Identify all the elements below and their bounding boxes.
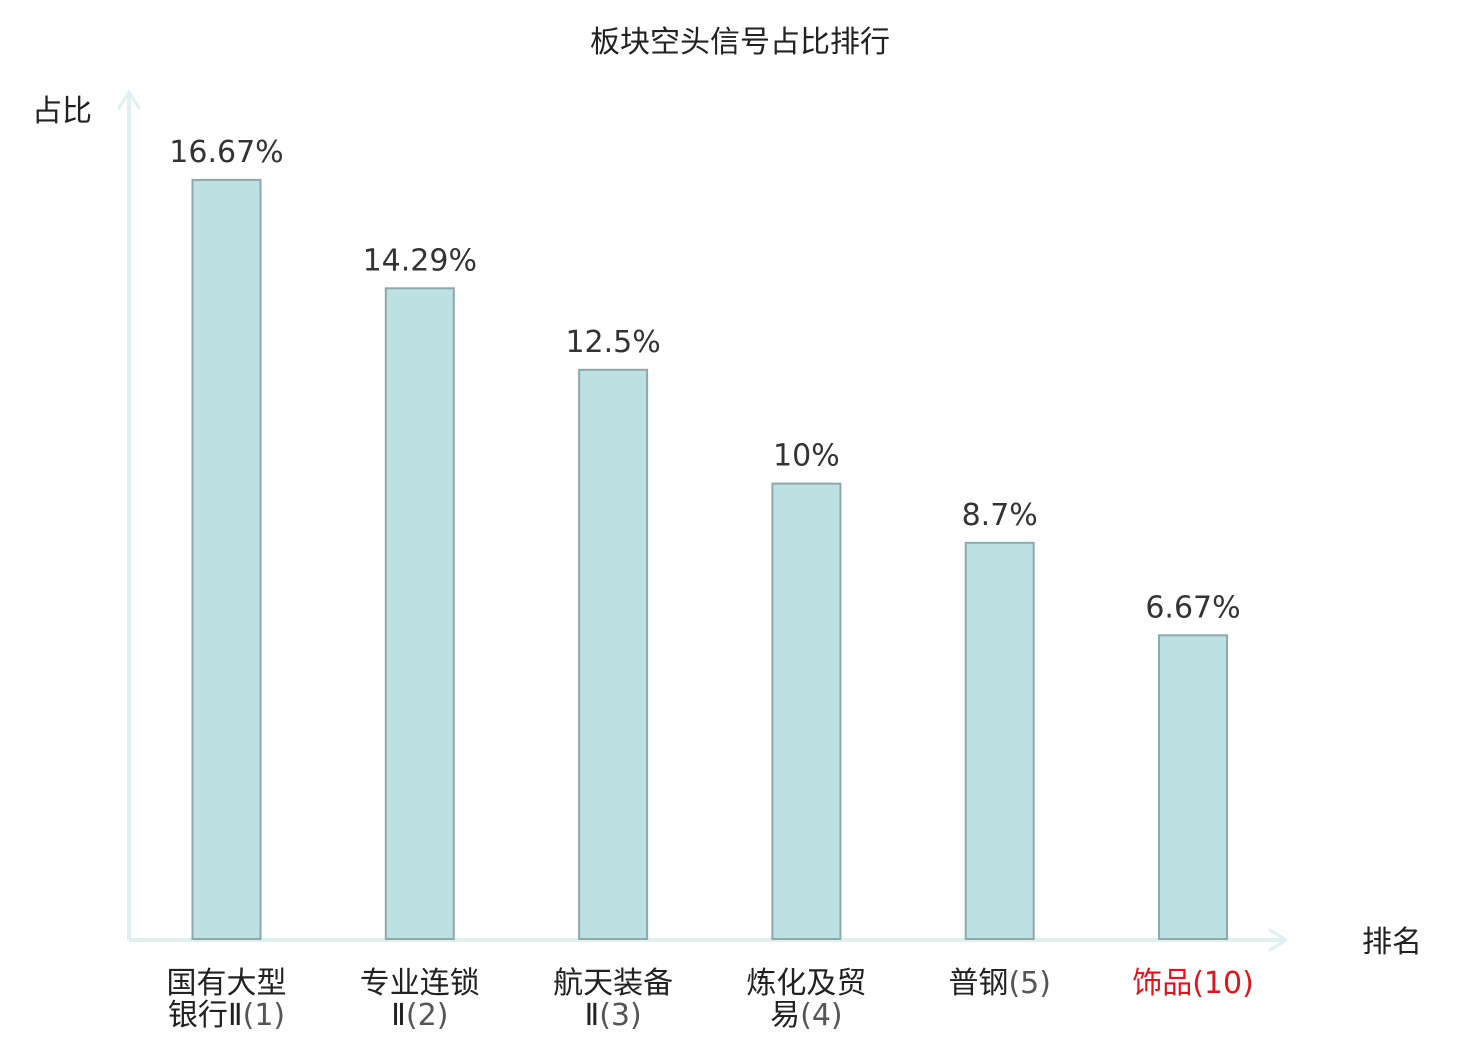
category-name: 易 <box>770 998 800 1033</box>
category-name: 银行Ⅱ <box>168 998 243 1033</box>
value-label-2: 14.29% <box>363 243 477 278</box>
value-label-4: 10% <box>773 439 840 474</box>
value-labels-layer: 16.67% 14.29% 12.5% 10% 8.7% 6.67% <box>169 135 1240 625</box>
category-name: 普钢 <box>948 966 1008 1001</box>
category-label-1-line-2: 银行Ⅱ(1) <box>168 998 285 1033</box>
category-rank: (3) <box>599 998 642 1033</box>
bar-2 <box>384 287 455 940</box>
value-label-5: 8.7% <box>962 498 1038 533</box>
category-label-4-line-1: 炼化及贸 <box>746 966 866 1001</box>
value-label-1: 16.67% <box>169 135 283 170</box>
category-label-5-line-1: 普钢(5) <box>948 966 1050 1001</box>
category-label-1-line-1: 国有大型 <box>167 966 287 1001</box>
x-axis-label: 排名 <box>1362 925 1422 960</box>
value-label-6: 6.67% <box>1145 590 1240 625</box>
category-label-4-line-2: 易(4) <box>770 998 843 1033</box>
category-rank: (4) <box>800 998 843 1033</box>
category-name: 国有大型 <box>167 966 287 1001</box>
category-name: 专业连锁 <box>360 966 480 1001</box>
category-label-2-line-1: 专业连锁 <box>360 966 480 1001</box>
bar-1 <box>191 178 262 940</box>
category-name: 炼化及贸 <box>746 966 866 1001</box>
bar-6 <box>1158 634 1228 940</box>
category-label-3-line-2: Ⅱ(3) <box>584 998 641 1033</box>
category-rank: (2) <box>406 998 449 1033</box>
bar-5 <box>964 541 1035 940</box>
y-axis-label: 占比 <box>32 94 92 129</box>
bars-layer <box>191 178 1228 940</box>
category-name: 航天装备 <box>553 966 673 1001</box>
category-name: Ⅱ <box>584 998 599 1033</box>
category-rank: (10) <box>1192 966 1254 1001</box>
category-name: 饰品 <box>1132 966 1192 1001</box>
category-label-6-line-1: 饰品(10) <box>1132 966 1254 1001</box>
category-label-3-line-1: 航天装备 <box>553 966 673 1001</box>
category-rank: (5) <box>1008 966 1050 1001</box>
chart-title: 板块空头信号占比排行 <box>590 25 890 60</box>
category-rank: (1) <box>243 998 286 1033</box>
bar-3 <box>578 368 649 940</box>
category-name: Ⅱ <box>391 998 406 1033</box>
category-label-2-line-2: Ⅱ(2) <box>391 998 448 1033</box>
value-label-3: 12.5% <box>565 325 660 360</box>
bar-4 <box>771 482 842 940</box>
